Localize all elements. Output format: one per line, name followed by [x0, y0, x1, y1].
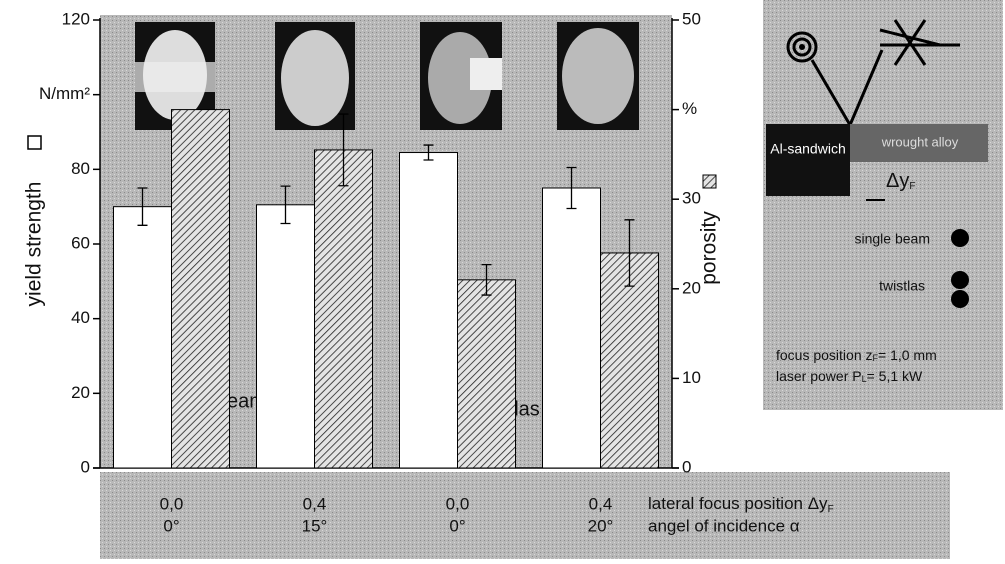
- bar: [458, 280, 516, 468]
- bar: [315, 150, 373, 468]
- y-legend-symbol: [28, 136, 41, 149]
- y2-legend-symbol: [703, 175, 716, 188]
- inset-focus: focus position zF= 1,0 mm: [776, 347, 937, 364]
- tick-label: 20: [71, 383, 90, 402]
- x-table: [100, 472, 950, 559]
- x-tick-label: 0,4: [303, 494, 327, 513]
- y-axis-title: yield strength: [23, 182, 46, 307]
- tick-label: 60: [71, 233, 90, 252]
- tick-label: 120: [62, 9, 90, 28]
- x2-tick-label: 0°: [163, 516, 179, 535]
- chart: yield strength porosity single beam twis…: [0, 0, 1005, 559]
- x-tick-label: 0,0: [446, 494, 470, 513]
- inset-beam1: single beam: [855, 231, 931, 247]
- tick-label: 20: [682, 278, 701, 297]
- bar: [543, 188, 601, 468]
- x-row-label: lateral focus position ΔyF: [648, 494, 834, 514]
- tick-label: 80: [71, 159, 90, 178]
- x2-tick-label: 15°: [302, 516, 328, 535]
- bar: [257, 205, 315, 468]
- inset-power: laser power PL= 5,1 kW: [776, 368, 923, 385]
- tick-label: 0: [81, 457, 90, 476]
- tick-label: 40: [71, 308, 90, 327]
- inset-material: Al-sandwich: [770, 141, 845, 157]
- tick-label: %: [682, 99, 697, 118]
- tick-label: 50: [682, 9, 701, 28]
- bar: [400, 153, 458, 468]
- x2-row-label: angel of incidence α: [648, 516, 800, 535]
- y2-axis-title: porosity: [698, 211, 721, 285]
- inset-alloy: wrought alloy: [881, 134, 959, 149]
- x2-tick-label: 20°: [588, 516, 614, 535]
- tick-label: 30: [682, 189, 701, 208]
- bar: [114, 207, 172, 468]
- bar: [172, 110, 230, 468]
- x2-tick-label: 0°: [449, 516, 465, 535]
- tick-label: 0: [682, 457, 691, 476]
- x-tick-label: 0,0: [160, 494, 184, 513]
- tick-label: 10: [682, 368, 701, 387]
- x-tick-label: 0,4: [589, 494, 613, 513]
- inset-beam2: twistlas: [879, 278, 925, 294]
- tick-label: N/mm²: [39, 84, 90, 103]
